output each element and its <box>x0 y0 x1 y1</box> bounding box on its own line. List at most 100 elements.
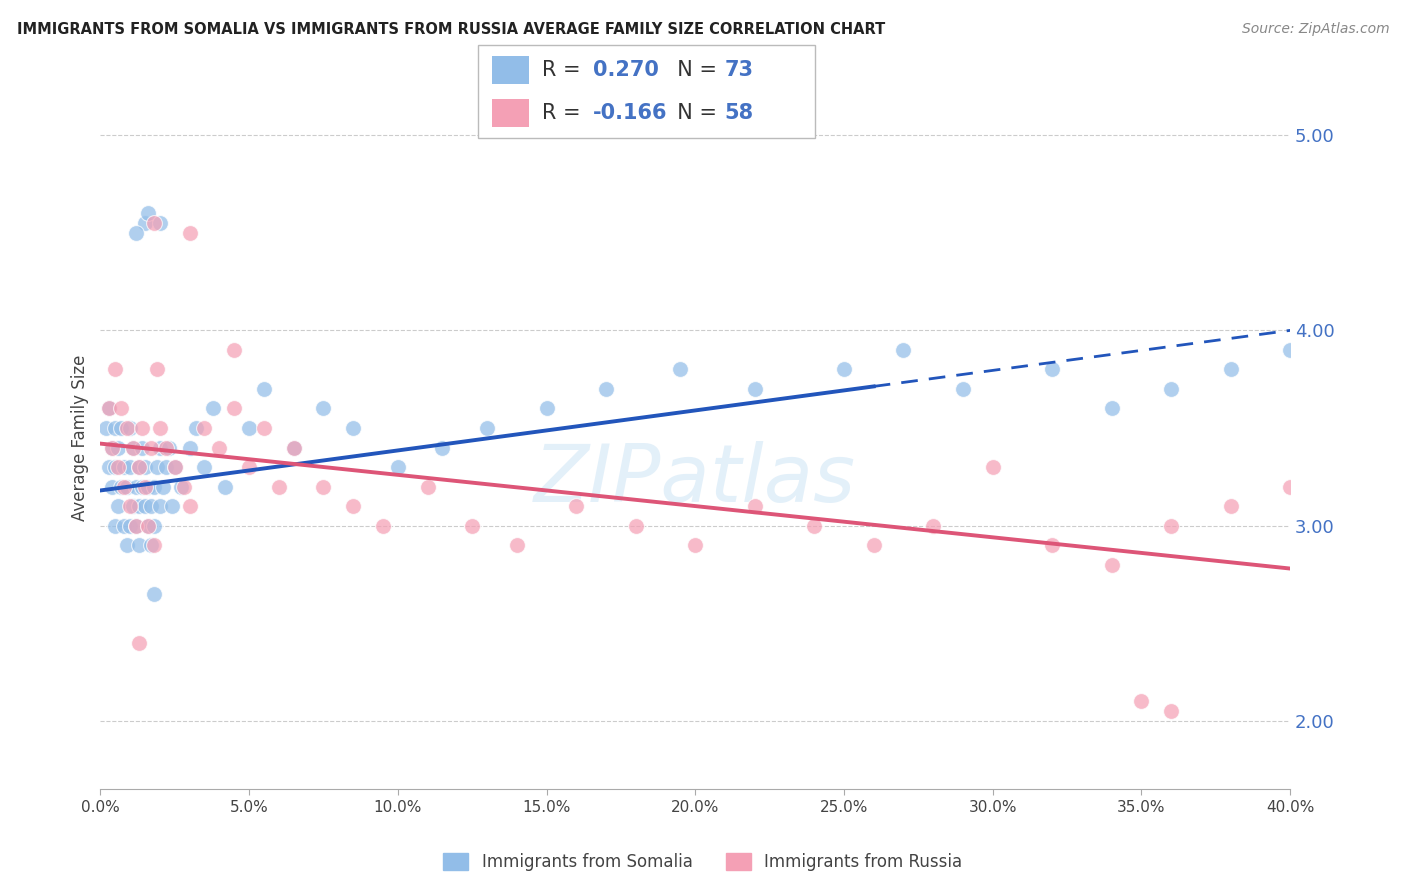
Point <box>922 518 945 533</box>
Point <box>128 538 150 552</box>
Point <box>416 479 439 493</box>
Point <box>155 460 177 475</box>
Point <box>624 518 647 533</box>
Point <box>110 479 132 493</box>
Point <box>475 421 498 435</box>
Point <box>115 538 138 552</box>
Point <box>125 518 148 533</box>
Legend: Immigrants from Somalia, Immigrants from Russia: Immigrants from Somalia, Immigrants from… <box>436 845 970 880</box>
Point <box>387 460 409 475</box>
Point <box>163 460 186 475</box>
Point <box>136 518 159 533</box>
Text: N =: N = <box>664 60 723 80</box>
Point <box>120 499 142 513</box>
Point <box>160 499 183 513</box>
Text: R =: R = <box>543 103 588 123</box>
Point <box>139 499 162 513</box>
Point <box>173 479 195 493</box>
Point <box>202 401 225 416</box>
Text: -0.166: -0.166 <box>593 103 668 123</box>
Point <box>461 518 484 533</box>
Point <box>1130 694 1153 708</box>
Point <box>142 479 165 493</box>
Point <box>744 382 766 396</box>
Text: 73: 73 <box>724 60 754 80</box>
Point <box>312 401 335 416</box>
Point <box>1398 538 1406 552</box>
Point <box>342 499 364 513</box>
Point <box>146 362 169 376</box>
Text: 0.270: 0.270 <box>593 60 658 80</box>
Point <box>136 479 159 493</box>
Point <box>163 460 186 475</box>
Point <box>101 441 124 455</box>
Point <box>432 441 454 455</box>
Point <box>101 441 124 455</box>
Point <box>134 460 156 475</box>
Point <box>98 401 121 416</box>
Point <box>101 479 124 493</box>
Point <box>149 499 172 513</box>
Point <box>128 460 150 475</box>
Point <box>104 518 127 533</box>
Point <box>1219 499 1241 513</box>
Point <box>142 216 165 230</box>
Point <box>952 382 974 396</box>
Point <box>134 499 156 513</box>
Point <box>862 538 884 552</box>
Point <box>107 499 129 513</box>
Text: ZIPatlas: ZIPatlas <box>534 441 856 519</box>
Point <box>157 441 180 455</box>
Point <box>1279 479 1302 493</box>
Point <box>107 460 129 475</box>
Point <box>371 518 394 533</box>
Point <box>179 226 201 240</box>
Point <box>142 587 165 601</box>
Text: Source: ZipAtlas.com: Source: ZipAtlas.com <box>1241 22 1389 37</box>
Point <box>803 518 825 533</box>
Point <box>131 441 153 455</box>
FancyBboxPatch shape <box>492 56 529 84</box>
Point <box>1101 401 1123 416</box>
Point <box>107 441 129 455</box>
Point <box>142 538 165 552</box>
Point <box>253 421 276 435</box>
Point <box>224 343 246 357</box>
Point <box>134 216 156 230</box>
Point <box>110 401 132 416</box>
Point <box>267 479 290 493</box>
Point <box>1219 362 1241 376</box>
Point <box>152 479 174 493</box>
Point <box>981 460 1004 475</box>
Point <box>669 362 692 376</box>
Text: IMMIGRANTS FROM SOMALIA VS IMMIGRANTS FROM RUSSIA AVERAGE FAMILY SIZE CORRELATIO: IMMIGRANTS FROM SOMALIA VS IMMIGRANTS FR… <box>17 22 886 37</box>
Point <box>112 460 135 475</box>
Text: 58: 58 <box>724 103 754 123</box>
Point <box>342 421 364 435</box>
Point <box>1040 362 1063 376</box>
Point <box>98 460 121 475</box>
Point <box>1279 343 1302 357</box>
Y-axis label: Average Family Size: Average Family Size <box>72 354 89 521</box>
Point <box>125 226 148 240</box>
Point <box>134 479 156 493</box>
Point <box>536 401 558 416</box>
Point <box>283 441 305 455</box>
Point <box>238 421 260 435</box>
Point <box>149 441 172 455</box>
Point <box>506 538 529 552</box>
Point <box>253 382 276 396</box>
Point <box>1040 538 1063 552</box>
Text: R =: R = <box>543 60 588 80</box>
Point <box>1339 518 1361 533</box>
Point <box>115 421 138 435</box>
Point <box>184 421 207 435</box>
Point <box>193 460 215 475</box>
Point <box>120 421 142 435</box>
Point <box>193 421 215 435</box>
Point <box>98 401 121 416</box>
Point <box>131 421 153 435</box>
Point <box>1101 558 1123 572</box>
Point <box>832 362 855 376</box>
Text: N =: N = <box>664 103 723 123</box>
